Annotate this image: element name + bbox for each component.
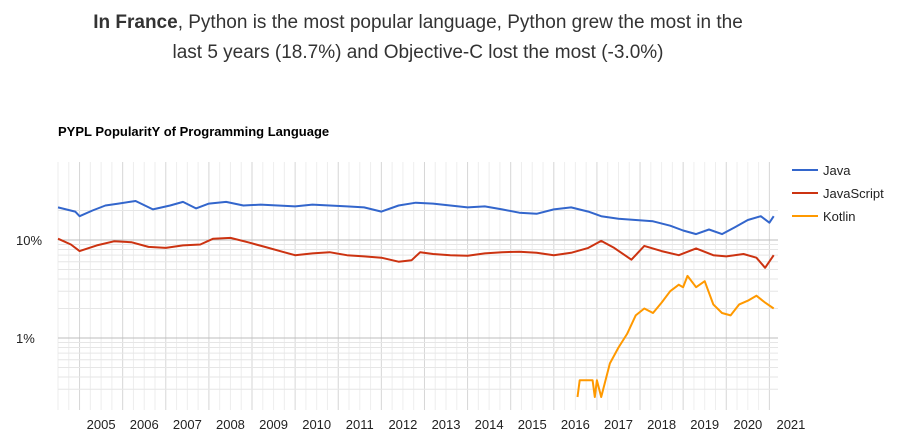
y-tick-label: 1%	[16, 331, 35, 346]
x-tick-label: 2017	[604, 417, 633, 432]
chart-title: PYPL PopularitY of Programming Language	[58, 124, 330, 139]
chart-headline: In France, Python is the most popular la…	[0, 8, 836, 68]
legend-label: JavaScript	[823, 186, 884, 201]
series-line-java	[57, 200, 775, 236]
grid-lines	[57, 162, 778, 410]
x-tick-label: 2009	[259, 417, 288, 432]
legend-item-java[interactable]: Java	[792, 163, 851, 178]
legend-label: Java	[823, 163, 851, 178]
x-tick-label: 2014	[475, 417, 504, 432]
x-tick-label: 2016	[561, 417, 590, 432]
x-tick-label: 2020	[733, 417, 762, 432]
series-lines	[57, 200, 775, 398]
x-tick-label: 2005	[87, 417, 116, 432]
headline-text-line2: last 5 years (18.7%) and Objective-C los…	[172, 42, 664, 63]
x-tick-label: 2015	[518, 417, 547, 432]
legend: Java JavaScript Kotlin	[792, 163, 884, 224]
x-tick-label: 2008	[216, 417, 245, 432]
headline-text-line1: , Python is the most popular language, P…	[177, 12, 743, 33]
series-line-javascript	[57, 236, 775, 269]
x-tick-label: 2019	[690, 417, 719, 432]
x-tick-label: 2010	[302, 417, 331, 432]
x-tick-label: 2011	[346, 417, 374, 432]
x-tick-label: 2018	[647, 417, 676, 432]
y-tick-label: 10%	[16, 233, 42, 248]
x-tick-label: 2013	[432, 417, 461, 432]
x-tick-label: 2007	[173, 417, 202, 432]
x-tick-label: 2012	[388, 417, 417, 432]
legend-item-kotlin[interactable]: Kotlin	[792, 209, 856, 224]
axis-labels: 1% 10% 2005 2006 2007 2008 2009 2010 2011 2012 201…	[16, 233, 805, 432]
legend-item-javascript[interactable]: JavaScript	[792, 186, 884, 201]
x-tick-label: 2006	[130, 417, 159, 432]
headline-country: In France	[93, 12, 178, 33]
x-tick-label: 2021	[776, 417, 805, 432]
series-line-kotlin	[576, 274, 775, 398]
legend-label: Kotlin	[823, 209, 856, 224]
